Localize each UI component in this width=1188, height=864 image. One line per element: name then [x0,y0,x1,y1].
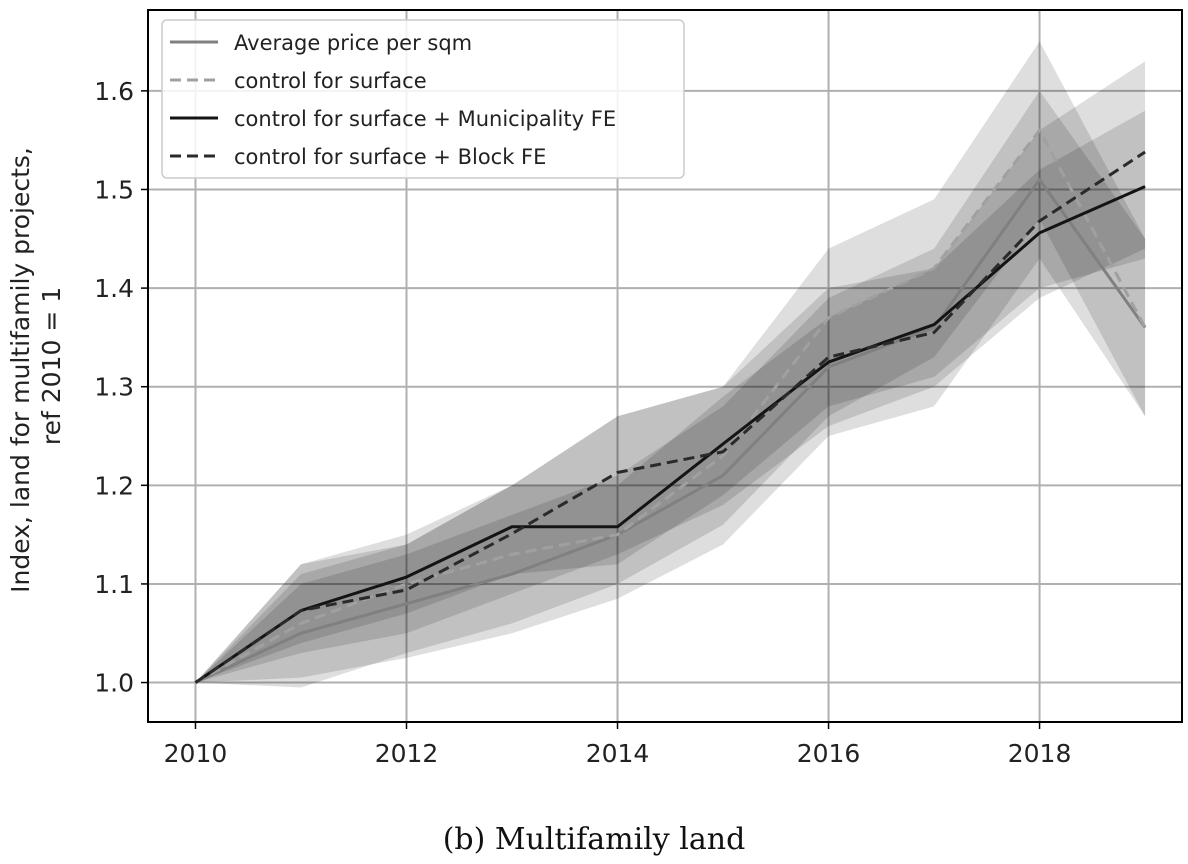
y-tick-label: 1.3 [94,373,134,402]
confidence-band-1 [195,90,1146,683]
series-lines [194,128,1147,684]
confidence-band-2 [195,41,1146,688]
x-tick-label: 2010 [164,739,228,768]
legend-label-2: control for surface [234,69,427,93]
y-tick-label: 1.6 [94,77,134,106]
figure-caption: (b) Multifamily land [442,822,746,857]
x-tick-label: 2016 [797,739,861,768]
y-tick-label: 1.2 [94,471,134,500]
y-tick-label: 1.0 [94,669,134,698]
confidence-band-3 [195,110,1146,683]
legend-box [161,19,685,179]
plot-frame [147,9,1183,723]
x-tick-label: 2014 [586,739,650,768]
confidence-bands [195,41,1146,688]
y-axis-label-line-1: Index, land for multifamily projects, [6,147,35,593]
x-tick-label: 2018 [1008,739,1072,768]
legend-label-3: control for surface + Municipality FE [234,107,616,131]
x-axis-ticks: 2010 2012 2014 2016 2018 [164,722,1072,768]
series-line-2 [194,128,1147,684]
series-line-4 [194,150,1146,684]
x-tick-label: 2012 [375,739,439,768]
chart: 2010 2012 2014 2016 2018 1.01.11.21.31.41.51… [6,9,1183,768]
y-axis-label-line-2: ref 2010 = 1 [37,287,66,445]
y-tick-label: 1.1 [94,570,134,599]
y-axis-ticks: 1.0 1.1 1.2 1.3 1.4 1.5 1.6 [94,77,148,698]
y-tick-label: 1.5 [94,175,134,204]
confidence-band-4 [195,61,1146,683]
y-tick-label: 1.4 [94,274,134,303]
legend-label-4: control for surface + Block FE [234,145,546,169]
y-axis-label: Index, land for multifamily projects, re… [6,139,66,593]
series-line-1 [194,178,1147,684]
legend: Average price per sqm control for surface… [161,19,685,179]
legend-label-1: Average price per sqm [234,31,472,55]
